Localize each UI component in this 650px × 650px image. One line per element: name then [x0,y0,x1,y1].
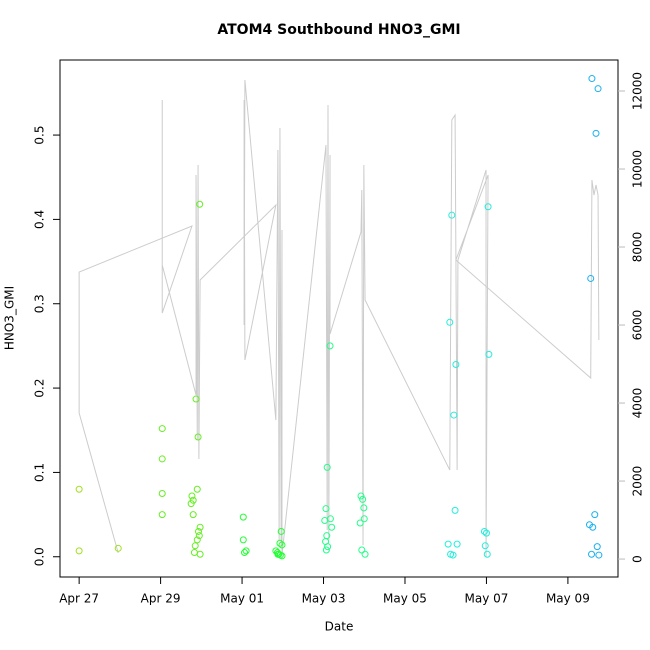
point [324,543,332,551]
point [241,549,249,557]
point [194,433,202,441]
x-tick-label: Apr 29 [141,592,181,606]
point [158,425,166,433]
point [277,527,285,535]
point [322,505,330,513]
y-axis-label: HNO3_GMI [3,286,17,350]
y2-tick-label: 6000 [631,310,645,341]
point [239,536,247,544]
chart-title: ATOM4 Southbound HNO3_GMI [217,22,460,38]
point [189,511,197,519]
point [242,547,250,555]
point [588,75,596,83]
x-tick-label: Apr 27 [59,592,99,606]
y2-tick-label: 4000 [631,388,645,419]
point [195,532,203,540]
point [481,542,489,550]
point [451,506,459,514]
point [361,550,369,558]
point [274,550,282,558]
y2-tick-label: 10000 [631,150,645,188]
point [193,536,201,544]
point [328,523,336,531]
point [594,85,602,93]
point [453,540,461,548]
point [480,527,488,535]
x-tick-label: May 09 [546,592,590,606]
point [278,541,286,549]
x-tick-label: May 05 [383,592,427,606]
point [239,513,247,521]
point [189,496,197,504]
point [196,523,204,531]
point [358,546,366,554]
y-tick-label: 0.1 [33,463,47,482]
x-tick-label: May 07 [464,592,508,606]
point [114,544,122,552]
y2-tick-label: 2000 [631,466,645,497]
point [446,318,454,326]
y2-tick-label: 0 [631,555,645,563]
point [190,549,198,557]
point [484,203,492,211]
point [450,411,458,419]
point [483,550,491,558]
y-tick-label: 0.5 [33,126,47,145]
point [592,129,600,137]
point [449,551,457,559]
point [356,519,364,527]
point [591,511,599,519]
point [323,463,331,471]
point [485,350,493,358]
point [192,395,200,403]
point [360,504,368,512]
point [193,485,201,493]
point [326,342,334,350]
point [278,552,286,560]
point [194,527,202,535]
y-tick-label: 0.4 [33,210,47,229]
y2-tick-label: 12000 [631,72,645,110]
y-tick-label: 0.2 [33,379,47,398]
x-tick-label: May 03 [302,592,346,606]
altitude-line [78,79,600,558]
point [158,490,166,498]
point [589,523,597,531]
point [595,551,603,559]
point [359,495,367,503]
point [322,546,330,554]
point [588,550,596,558]
plot-frame [59,59,619,578]
point [75,547,83,555]
point [452,360,460,368]
y2-tick-label: 8000 [631,232,645,263]
point [196,550,204,558]
x-tick-label: May 01 [220,592,264,606]
y-tick-label: 0.3 [33,294,47,313]
point [75,485,83,493]
point [587,274,595,282]
point [593,543,601,551]
point [187,500,195,508]
point [326,515,334,523]
point [444,540,452,548]
point [360,515,368,523]
point [448,211,456,219]
x-axis-label: Date [325,620,354,634]
point [357,492,365,500]
point [482,529,490,537]
point [276,539,284,547]
point [188,492,196,500]
y-tick-label: 0.0 [33,547,47,566]
point [158,455,166,463]
point [191,542,199,550]
point [196,200,204,208]
point [158,511,166,519]
